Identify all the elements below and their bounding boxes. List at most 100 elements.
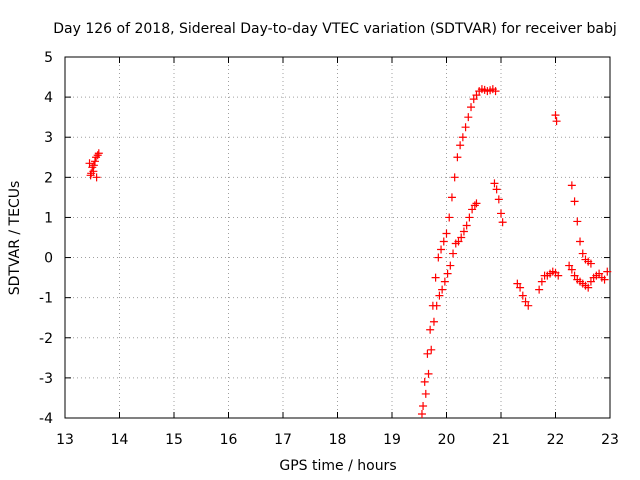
data-point <box>434 253 443 262</box>
x-tick-label: 22 <box>547 432 565 448</box>
data-point <box>424 369 433 378</box>
data-point <box>600 275 609 284</box>
data-point <box>90 157 99 166</box>
x-tick-label: 16 <box>220 432 238 448</box>
data-point <box>453 153 462 162</box>
data-point <box>497 209 505 218</box>
data-point <box>435 291 444 300</box>
data-point <box>427 345 436 354</box>
data-point <box>472 91 481 100</box>
x-tick-label: 18 <box>329 432 347 448</box>
grid-lines <box>65 57 610 418</box>
data-point <box>92 173 101 182</box>
data-point <box>429 317 438 326</box>
data-point <box>437 245 446 254</box>
data-point <box>85 159 94 168</box>
data-point <box>465 213 474 222</box>
y-tick-label: 4 <box>44 90 53 106</box>
y-tick-label: 3 <box>44 130 53 146</box>
data-point <box>459 227 468 236</box>
data-point <box>445 213 454 222</box>
data-point <box>490 179 499 188</box>
data-point <box>573 217 582 226</box>
x-tick-label: 17 <box>274 432 292 448</box>
data-point <box>595 269 604 278</box>
data-point <box>578 249 587 258</box>
data-point <box>92 153 101 162</box>
data-point <box>584 283 593 292</box>
data-point <box>518 291 527 300</box>
data-point <box>449 249 458 258</box>
data-point <box>586 277 595 286</box>
data-point <box>93 151 102 160</box>
y-tick-label: 1 <box>44 210 53 226</box>
data-point <box>494 195 503 204</box>
y-axis-label: SDTVAR / TECUs <box>7 181 23 296</box>
data-point <box>439 237 448 246</box>
x-tick-label: 20 <box>438 432 456 448</box>
data-point <box>603 267 612 276</box>
data-point <box>521 297 530 306</box>
data-point <box>570 197 579 206</box>
data-point <box>492 185 501 194</box>
y-tick-label: 5 <box>44 50 53 66</box>
data-point <box>567 181 576 190</box>
data-point <box>456 141 465 150</box>
data-point <box>94 149 103 158</box>
data-point <box>443 269 452 278</box>
x-tick-label: 14 <box>111 432 129 448</box>
x-tick-label: 21 <box>492 432 510 448</box>
data-point <box>417 409 426 418</box>
data-point <box>88 163 97 172</box>
data-point <box>570 271 579 280</box>
data-points <box>85 85 612 418</box>
data-point <box>423 349 432 358</box>
data-point <box>86 171 95 180</box>
x-tick-label: 19 <box>383 432 401 448</box>
data-point <box>467 103 476 112</box>
data-point <box>513 279 522 288</box>
data-point <box>498 218 507 227</box>
chart-title: Day 126 of 2018, Sidereal Day-to-day VTE… <box>53 21 616 37</box>
y-tick-label: -3 <box>39 371 53 387</box>
data-point <box>450 173 459 182</box>
data-point <box>565 261 574 270</box>
data-point <box>438 285 447 294</box>
data-point <box>447 193 456 202</box>
data-point <box>469 95 478 104</box>
data-point <box>464 113 473 122</box>
data-point <box>535 285 544 294</box>
y-tick-label: -1 <box>39 291 53 307</box>
data-point <box>421 389 430 398</box>
data-point <box>458 133 467 142</box>
x-tick-label: 15 <box>165 432 183 448</box>
data-point <box>470 201 479 210</box>
data-point <box>461 123 470 132</box>
data-point <box>552 117 561 126</box>
y-tick-label: 2 <box>44 170 53 186</box>
x-tick-label: 23 <box>601 432 619 448</box>
data-point <box>576 237 585 246</box>
data-point <box>89 161 98 170</box>
x-axis-label: GPS time / hours <box>279 458 396 474</box>
data-point <box>440 277 449 286</box>
data-point <box>491 87 500 96</box>
data-point <box>446 261 455 270</box>
data-point <box>524 301 533 310</box>
data-point <box>567 265 576 274</box>
data-point <box>554 271 563 280</box>
data-point <box>457 233 466 242</box>
data-point <box>420 377 429 386</box>
y-tick-label: -2 <box>39 331 53 347</box>
data-point <box>419 401 428 410</box>
x-tick-label: 13 <box>56 432 74 448</box>
data-point <box>516 283 525 292</box>
data-point <box>586 259 595 268</box>
data-point <box>432 301 441 310</box>
data-point <box>551 111 560 120</box>
y-tick-label: -4 <box>39 411 53 427</box>
data-point <box>431 273 440 282</box>
data-point <box>454 237 463 246</box>
